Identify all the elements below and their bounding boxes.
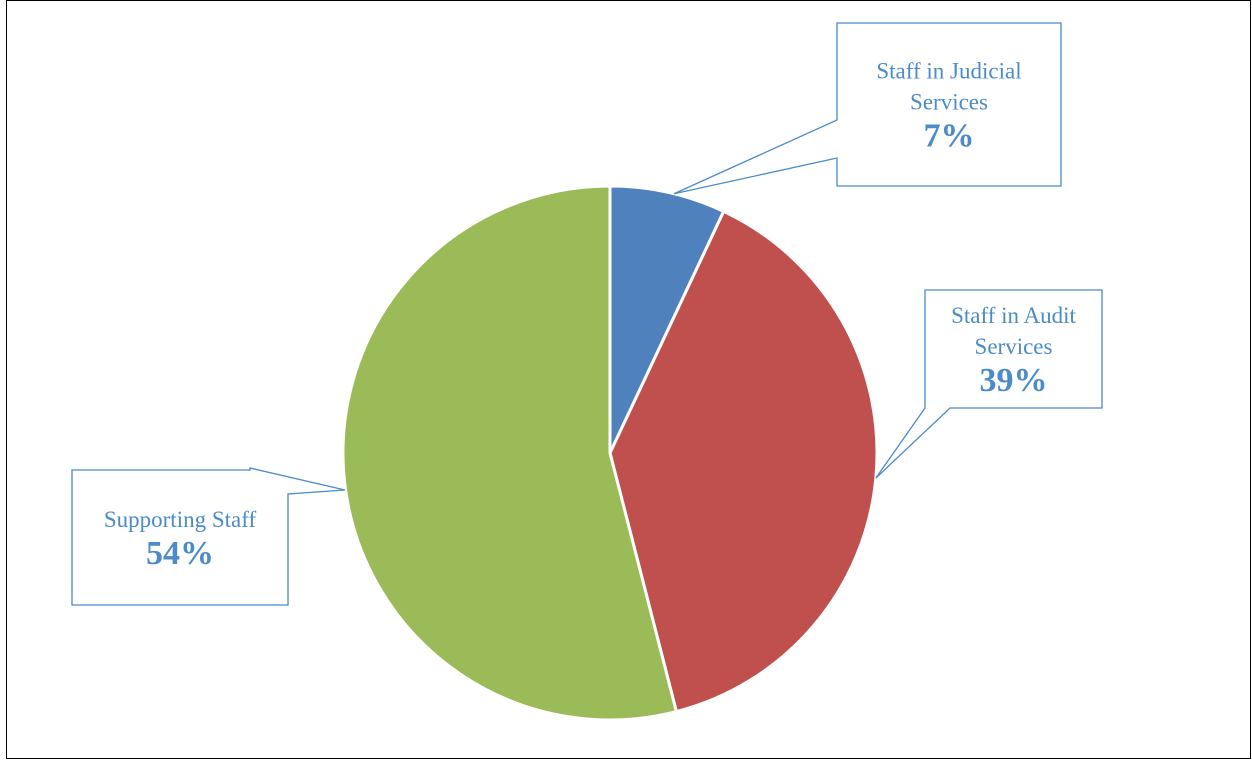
callout-label-1-1: Services bbox=[975, 334, 1053, 359]
callout-value-2: 54% bbox=[146, 535, 214, 572]
callout-box-0 bbox=[673, 22, 1062, 195]
callout-label-1-0: Staff in Audit bbox=[951, 303, 1076, 328]
pie-slices bbox=[341, 184, 879, 722]
pie-slice-0 bbox=[608, 184, 726, 455]
callout-label-2-0: Supporting Staff bbox=[104, 507, 257, 532]
callout-label-0-1: Services bbox=[910, 90, 988, 115]
pie-slice-2 bbox=[341, 184, 678, 722]
callout-2: Supporting Staff 54% bbox=[71, 467, 346, 606]
callout-value-0: 7% bbox=[924, 118, 975, 155]
callout-value-1: 39% bbox=[980, 362, 1048, 399]
callout-1: Staff in Audit Services 39% bbox=[875, 289, 1103, 479]
callout-box-2 bbox=[71, 467, 346, 606]
callout-label-0-0: Staff in Judicial bbox=[876, 59, 1021, 84]
callout-box-1 bbox=[875, 289, 1103, 479]
callout-0: Staff in Judicial Services 7% bbox=[673, 22, 1062, 195]
pie-callouts: Staff in Judicial Services 7% Staff in Audi… bbox=[71, 22, 1103, 606]
